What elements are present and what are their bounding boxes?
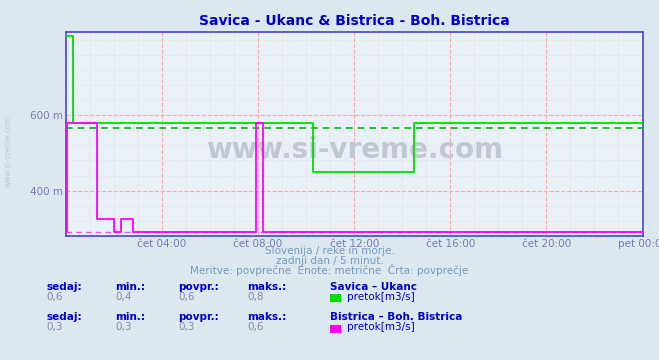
Text: 0,3: 0,3 — [46, 323, 63, 333]
Text: 0,3: 0,3 — [115, 323, 132, 333]
Text: sedaj:: sedaj: — [46, 312, 82, 323]
Text: povpr.:: povpr.: — [178, 312, 219, 323]
Text: pretok[m3/s]: pretok[m3/s] — [347, 292, 415, 302]
Text: maks.:: maks.: — [247, 282, 287, 292]
Text: 0,3: 0,3 — [178, 323, 194, 333]
Text: Meritve: povprečne  Enote: metrične  Črta: povprečje: Meritve: povprečne Enote: metrične Črta:… — [190, 264, 469, 276]
Text: 0,4: 0,4 — [115, 292, 132, 302]
Text: maks.:: maks.: — [247, 312, 287, 323]
Title: Savica - Ukanc & Bistrica - Boh. Bistrica: Savica - Ukanc & Bistrica - Boh. Bistric… — [199, 14, 509, 28]
Text: www.si-vreme.com: www.si-vreme.com — [3, 115, 13, 187]
Text: zadnji dan / 5 minut.: zadnji dan / 5 minut. — [275, 256, 384, 266]
Text: pretok[m3/s]: pretok[m3/s] — [347, 323, 415, 333]
Text: Savica – Ukanc: Savica – Ukanc — [330, 282, 416, 292]
Text: min.:: min.: — [115, 312, 146, 323]
Text: Bistrica – Boh. Bistrica: Bistrica – Boh. Bistrica — [330, 312, 462, 323]
Text: 0,6: 0,6 — [46, 292, 63, 302]
Text: sedaj:: sedaj: — [46, 282, 82, 292]
Text: 0,6: 0,6 — [247, 323, 264, 333]
Text: Slovenija / reke in morje.: Slovenija / reke in morje. — [264, 246, 395, 256]
Text: 0,6: 0,6 — [178, 292, 194, 302]
Text: povpr.:: povpr.: — [178, 282, 219, 292]
Text: www.si-vreme.com: www.si-vreme.com — [206, 136, 503, 165]
Text: 0,8: 0,8 — [247, 292, 264, 302]
Text: min.:: min.: — [115, 282, 146, 292]
